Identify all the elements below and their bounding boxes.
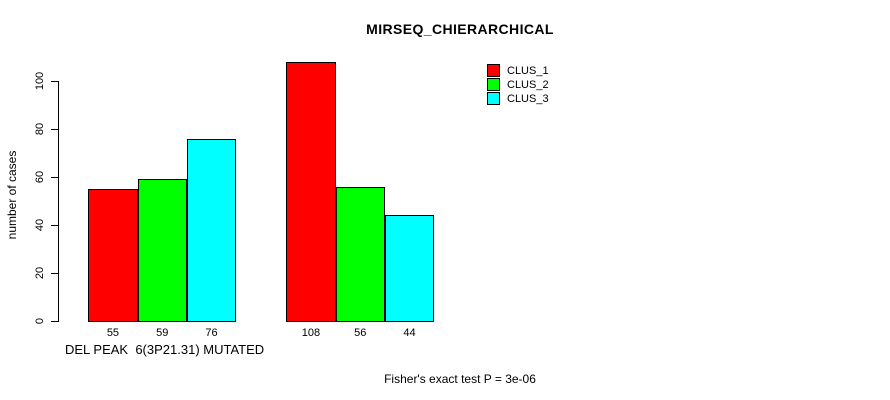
bar-clus_2-group2 xyxy=(335,186,385,322)
y-tick-label: 0 xyxy=(34,317,46,325)
bar-value-label: 44 xyxy=(403,327,416,339)
y-axis-tick xyxy=(51,224,58,226)
legend-item-clus_1: CLUS_1 xyxy=(487,64,549,77)
y-tick-label: 40 xyxy=(34,218,46,232)
y-tick-label: 20 xyxy=(34,266,46,280)
y-tick-label: 100 xyxy=(34,71,46,91)
y-tick-label: 60 xyxy=(34,170,46,184)
legend-swatch-clus_2 xyxy=(487,78,500,91)
bar-clus_3-group1 xyxy=(186,138,237,322)
bar-value-label: 108 xyxy=(301,327,321,339)
bar-clus_1-group1 xyxy=(88,189,138,322)
legend-label: CLUS_1 xyxy=(507,64,549,77)
legend-swatch-clus_3 xyxy=(487,92,500,105)
y-axis-tick xyxy=(51,272,58,274)
annotation-text: Fisher's exact test P = 3e-06 xyxy=(384,372,536,386)
legend-item-clus_3: CLUS_3 xyxy=(487,92,549,105)
y-axis-tick xyxy=(51,320,58,322)
y-axis-tick xyxy=(51,128,58,130)
bar-value-label: 55 xyxy=(106,327,120,339)
bar-clus_2-group1 xyxy=(137,179,187,322)
legend-item-clus_2: CLUS_2 xyxy=(487,78,549,91)
legend-label: CLUS_2 xyxy=(507,78,549,91)
bar-value-label: 76 xyxy=(205,327,218,339)
bar-clus_1-group2 xyxy=(286,61,336,322)
legend-swatch-clus_1 xyxy=(487,64,500,77)
y-tick-label: 80 xyxy=(34,122,46,136)
legend-label: CLUS_3 xyxy=(507,92,549,105)
y-axis-tick xyxy=(51,80,58,82)
bar-clus_3-group2 xyxy=(384,215,435,322)
bar-value-label: 56 xyxy=(354,327,367,339)
y-axis-line xyxy=(58,81,59,322)
x-axis-label: DEL PEAK 6(3P21.31) MUTATED xyxy=(65,342,265,357)
bar-value-label: 59 xyxy=(156,327,169,339)
legend: CLUS_1 CLUS_2 CLUS_3 xyxy=(487,64,549,105)
chart-title: MIRSEQ_CHIERARCHICAL xyxy=(366,21,554,37)
y-axis-tick xyxy=(51,176,58,178)
